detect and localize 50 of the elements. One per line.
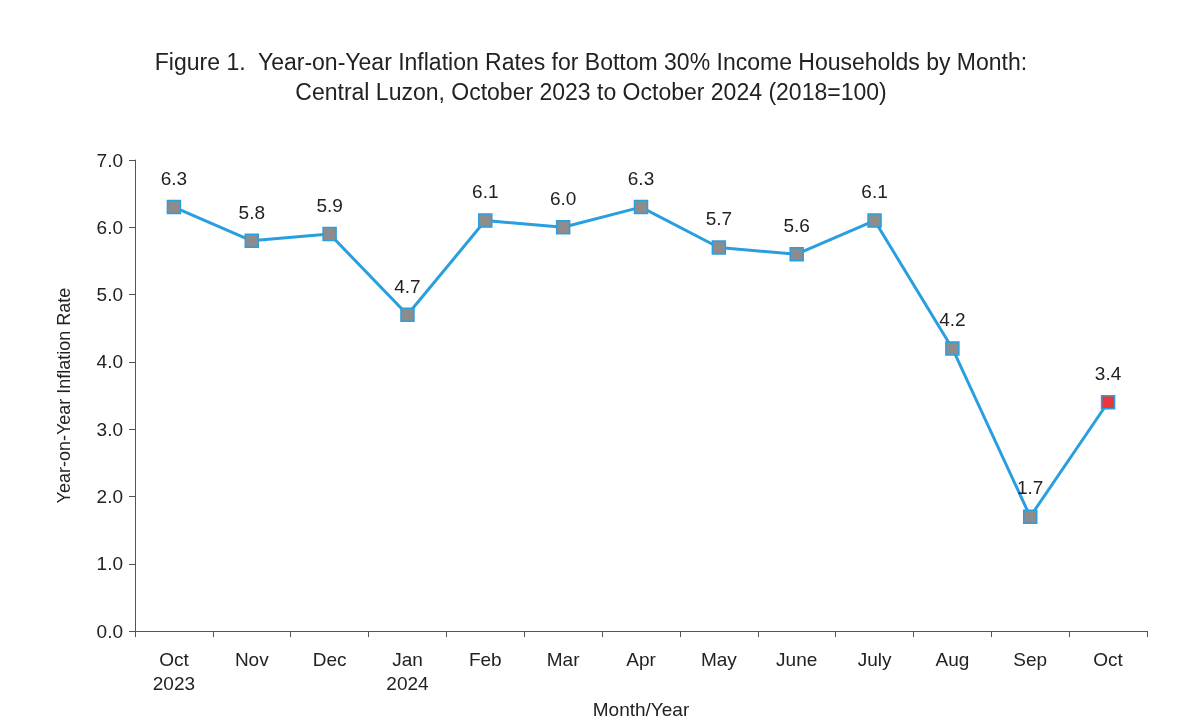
data-label: 4.7 <box>394 275 421 297</box>
x-tick-label: Aug <box>935 648 970 670</box>
x-tick-label: Feb <box>468 648 502 670</box>
y-tick-label: 0.0 <box>96 620 123 642</box>
point <box>789 246 804 262</box>
x-tick-label: Dec <box>312 648 347 670</box>
data-label: 6.3 <box>160 167 188 189</box>
data-label: 6.0 <box>549 188 577 210</box>
y-tick-label: 2.0 <box>96 486 123 507</box>
point <box>867 213 882 228</box>
point <box>400 307 415 323</box>
data-label: 5.7 <box>705 208 733 230</box>
x-tick-label: June <box>776 648 818 670</box>
y-tick-label: 1.0 <box>96 553 123 575</box>
y-tick-label: 6.0 <box>96 216 123 238</box>
point <box>1022 509 1038 524</box>
x-tick-label: Jan 2024 <box>386 648 430 694</box>
x-tick-label: May <box>700 648 738 670</box>
x-tick-label: Apr <box>626 648 657 670</box>
point <box>945 341 960 356</box>
data-label: 4.2 <box>939 309 966 331</box>
data-label: 5.6 <box>783 214 810 236</box>
x-tick-label: Oct 2023 <box>152 648 196 694</box>
x-axis-title: Month/Year <box>592 699 690 720</box>
point <box>478 213 493 228</box>
y-tick-label: 4.0 <box>96 351 123 373</box>
data-label: 5.8 <box>238 201 265 223</box>
point <box>555 220 571 235</box>
data-label: 6.1 <box>472 181 499 203</box>
x-tick-label: Mar <box>546 648 581 670</box>
y-tick-label: 3.0 <box>96 418 123 440</box>
y-tick-label: 7.0 <box>96 149 123 171</box>
data-label: 5.9 <box>316 194 343 216</box>
y-tick-label: 5.0 <box>96 284 123 306</box>
data-label: 6.1 <box>861 181 888 203</box>
x-tick-label: Oct <box>1093 648 1124 670</box>
point <box>633 199 649 215</box>
point <box>711 240 727 255</box>
y-axis-title: Year-on-Year Inflation Rate <box>54 287 74 504</box>
point <box>322 226 337 242</box>
x-tick-label: July <box>857 648 892 670</box>
point <box>1100 395 1116 410</box>
data-label: 1.7 <box>1017 477 1044 499</box>
x-tick-label: Nov <box>234 648 270 670</box>
x-tick-label: Sep <box>1013 648 1048 670</box>
point <box>244 233 260 249</box>
data-label: 6.3 <box>627 167 655 189</box>
chart-title: Figure 1. Year-on-Year Inflation Rates for Bottom 30% Income Households by Month: Central Luzon, October 2023 to October 2024 (2018=100) <box>154 49 1028 105</box>
data-label: 3.4 <box>1094 363 1122 385</box>
point <box>166 199 182 215</box>
